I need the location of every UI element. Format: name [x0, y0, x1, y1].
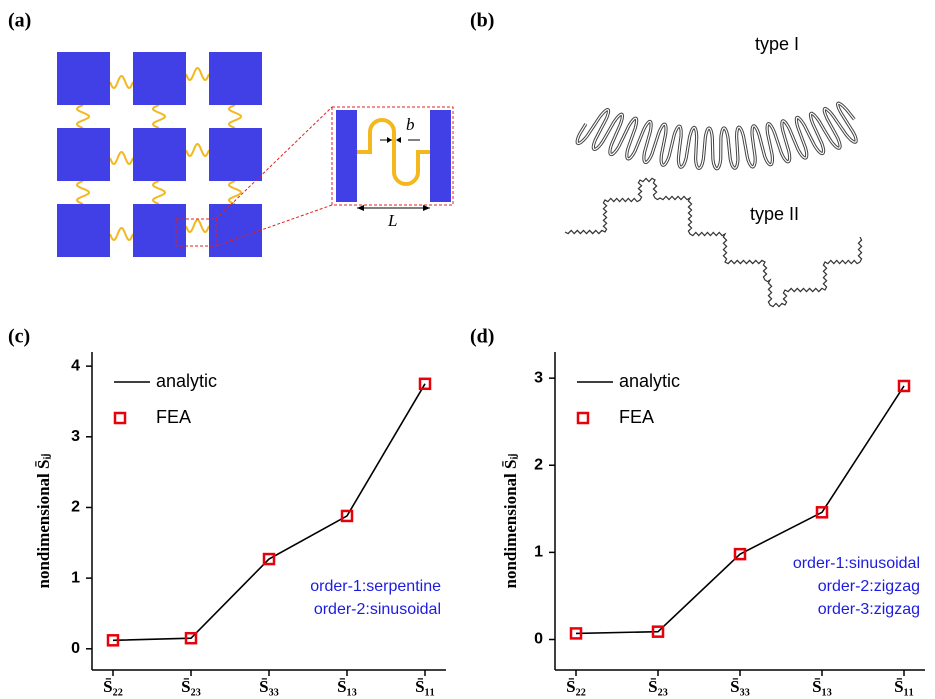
island — [57, 128, 110, 181]
legend-swatch — [115, 413, 125, 423]
type-label: type I — [755, 34, 799, 54]
lattice-diagram: bL — [57, 52, 453, 257]
y-tick-label: 2 — [534, 456, 543, 473]
island — [133, 52, 186, 105]
dimension-label: L — [387, 211, 397, 230]
dimension-label: b — [406, 115, 415, 134]
y-tick-label: 3 — [534, 369, 543, 386]
spring — [186, 68, 209, 80]
legend-label: analytic — [619, 371, 680, 391]
x-tick-label: S̄₁₁ — [415, 677, 435, 696]
spring — [153, 181, 165, 204]
spring — [110, 228, 133, 240]
annotation: order-3:zigzag — [818, 601, 920, 618]
annotation: order-2:zigzag — [818, 578, 920, 595]
y-tick-label: 2 — [71, 499, 80, 516]
x-tick-label: S̄₃₃ — [259, 677, 279, 696]
spring — [77, 105, 89, 128]
spring — [186, 144, 209, 156]
island — [57, 52, 110, 105]
panel-label: (d) — [470, 326, 494, 348]
island — [209, 204, 262, 257]
annotation: order-1:sinusoidal — [793, 555, 920, 572]
x-tick-label: S̄₁₃ — [812, 677, 832, 696]
panel-label: (c) — [8, 326, 30, 348]
serpentine — [577, 103, 856, 169]
spring — [153, 105, 165, 128]
x-tick-label: S̄₁₃ — [337, 677, 357, 696]
legend-label: FEA — [619, 407, 654, 427]
y-tick-label: 3 — [71, 428, 80, 445]
y-tick-label: 0 — [534, 631, 543, 648]
x-tick-label: S̄₂₂ — [103, 677, 123, 696]
island — [336, 110, 357, 202]
legend-label: analytic — [156, 371, 217, 391]
island — [430, 110, 451, 202]
x-tick-label: S̄₂₃ — [648, 677, 668, 696]
y-tick-label: 1 — [71, 569, 80, 586]
spring — [186, 220, 209, 232]
y-tick-label: 1 — [534, 544, 543, 561]
spring — [110, 76, 133, 88]
island — [133, 204, 186, 257]
spring — [110, 152, 133, 164]
island — [209, 52, 262, 105]
y-tick-label: 4 — [71, 357, 80, 374]
y-axis-label: nondimensional S̄ᵢⱼ — [501, 454, 520, 589]
spring — [229, 105, 241, 128]
island — [209, 128, 262, 181]
y-tick-label: 0 — [71, 640, 80, 657]
x-tick-label: S̄₂₃ — [181, 677, 201, 696]
annotation: order-1:serpentine — [310, 578, 441, 595]
island — [133, 128, 186, 181]
x-tick-label: S̄₁₁ — [894, 677, 914, 696]
spring — [357, 120, 430, 184]
panel-label: (b) — [470, 10, 494, 32]
x-tick-label: S̄₃₃ — [730, 677, 750, 696]
type-label: type II — [750, 204, 799, 224]
island — [57, 204, 110, 257]
zigzag — [565, 178, 862, 306]
annotation: order-2:sinusoidal — [314, 601, 441, 618]
legend-swatch — [578, 413, 588, 423]
y-axis-label: nondimensional S̄ᵢⱼ — [34, 454, 53, 589]
x-tick-label: S̄₂₂ — [566, 677, 586, 696]
spring — [77, 181, 89, 204]
legend-label: FEA — [156, 407, 191, 427]
panel-label: (a) — [8, 10, 31, 32]
figure: (a) (b) (c) (d) bL type I type II 01234S… — [0, 0, 935, 699]
interconnect-diagram: type I type II — [565, 34, 862, 307]
